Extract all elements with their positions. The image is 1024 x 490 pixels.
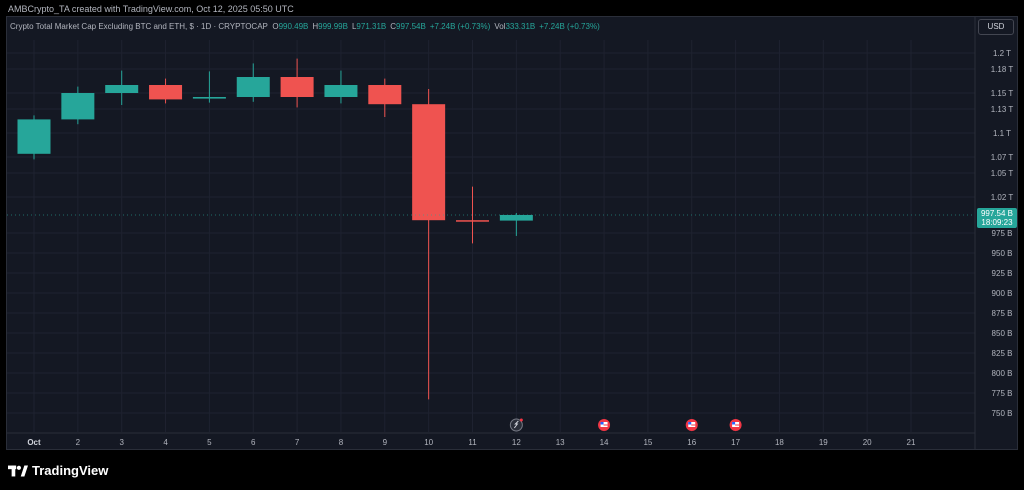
tradingview-logo[interactable]: TradingView [8, 463, 108, 478]
candle-body [368, 85, 402, 105]
x-tick-label: 13 [556, 438, 565, 447]
y-tick-label: 875 B [992, 309, 1013, 318]
y-tick-label: 825 B [992, 349, 1013, 358]
open-value: 990.49B [278, 22, 309, 31]
open-label: O [272, 22, 279, 31]
flag-canton [600, 422, 604, 425]
x-tick-label: 5 [207, 438, 212, 447]
x-tick-label: 4 [163, 438, 168, 447]
y-tick-label: 900 B [992, 289, 1013, 298]
y-tick-label: 1.2 T [993, 49, 1011, 58]
symbol-legend: Crypto Total Market Cap Excluding BTC an… [10, 22, 604, 31]
y-tick-label: 850 B [992, 329, 1013, 338]
x-tick-label: 21 [907, 438, 916, 447]
candle-body [456, 220, 489, 222]
y-tick-label: 1.05 T [991, 169, 1014, 178]
x-tick-label: 8 [339, 438, 344, 447]
candle-body [192, 97, 226, 99]
x-tick-label: 3 [119, 438, 124, 447]
x-tick-label: 15 [643, 438, 652, 447]
x-tick-label: 2 [76, 438, 81, 447]
high-label: H [312, 22, 319, 31]
candle-body [280, 77, 314, 97]
candle-body [499, 214, 533, 221]
x-tick-label: 10 [424, 438, 433, 447]
x-tick-label: 7 [295, 438, 300, 447]
crypto-event-glyph [513, 420, 519, 429]
x-tick-label: Oct [27, 438, 41, 447]
tradingview-logo-icon [8, 465, 28, 476]
x-tick-label: 16 [687, 438, 696, 447]
y-tick-label: 1.07 T [991, 153, 1014, 162]
candle-body [17, 119, 51, 154]
y-tick-label: 950 B [992, 249, 1013, 258]
change-value: +7.24B (+0.73%) [429, 22, 491, 31]
x-tick-label: 18 [775, 438, 784, 447]
countdown-label: 18:09:23 [981, 218, 1013, 227]
x-tick-label: 14 [600, 438, 609, 447]
last-price-tag [977, 207, 1017, 228]
candle-body [149, 85, 183, 100]
flag-canton [688, 422, 692, 425]
volume-value: 333.31B [505, 22, 536, 31]
volume-label: Vol [494, 22, 506, 31]
y-tick-label: 1.15 T [991, 89, 1014, 98]
event-dot [519, 418, 523, 422]
y-tick-label: 1.18 T [991, 65, 1014, 74]
candlestick-chart[interactable]: 1.2 T 1.18 T 1.15 T 1.13 T 1.1 T 1.07 T 1.05 T… [0, 0, 1024, 450]
low-value: 971.31B [356, 22, 387, 31]
close-value: 997.54B [396, 22, 426, 31]
volume-change: +7.24B (+0.73%) [539, 22, 600, 31]
y-tick-label: 800 B [992, 369, 1013, 378]
candle-body [412, 104, 446, 221]
x-tick-label: 17 [731, 438, 740, 447]
x-tick-label: 6 [251, 438, 256, 447]
last-price-label: 997.54 B [981, 209, 1013, 218]
y-tick-label: 975 B [992, 229, 1013, 238]
y-tick-label: 925 B [992, 269, 1013, 278]
candle-body [324, 85, 358, 97]
brand-name: TradingView [32, 463, 109, 478]
attribution-bar: AMBCrypto_TA created with TradingView.co… [0, 0, 1024, 16]
footer-bar: TradingView [0, 450, 1024, 490]
y-tick-label: 1.1 T [993, 129, 1011, 138]
y-tick-label: 750 B [992, 409, 1013, 418]
y-tick-label: 1.02 T [991, 193, 1014, 202]
y-tick-label: 775 B [992, 389, 1013, 398]
high-value: 999.99B [318, 22, 348, 31]
close-label: C [390, 22, 397, 31]
x-tick-label: 20 [863, 438, 872, 447]
x-tick-label: 11 [468, 438, 477, 447]
low-label: L [351, 22, 357, 31]
candle-body [61, 93, 95, 120]
symbol-title: Crypto Total Market Cap Excluding BTC an… [10, 22, 268, 31]
x-tick-label: 19 [819, 438, 828, 447]
x-tick-label: 12 [512, 438, 521, 447]
currency-button[interactable]: USD [978, 19, 1014, 35]
candle-body [236, 77, 270, 97]
candle-body [105, 85, 139, 93]
flag-canton [732, 422, 736, 425]
attribution-text: AMBCrypto_TA created with TradingView.co… [8, 4, 294, 14]
x-tick-label: 9 [383, 438, 388, 447]
y-tick-label: 1.13 T [991, 105, 1014, 114]
